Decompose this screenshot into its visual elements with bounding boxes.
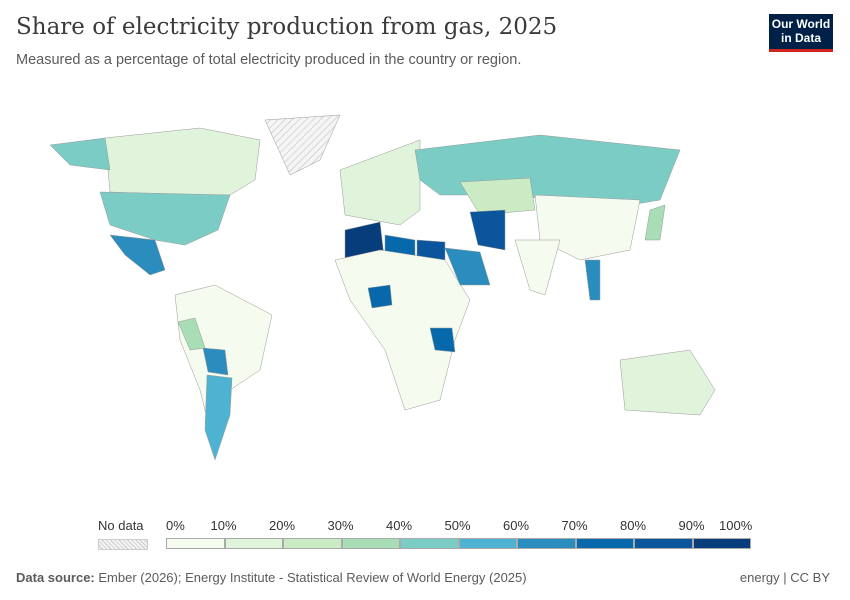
country-canada[interactable] bbox=[104, 127, 261, 196]
page-title: Share of electricity production from gas… bbox=[16, 14, 558, 40]
source-text: Ember (2026); Energy Institute - Statist… bbox=[98, 570, 527, 585]
footer-source: Data source: Ember (2026); Energy Instit… bbox=[16, 570, 527, 585]
legend-tick-label: 70% bbox=[561, 518, 588, 533]
legend-swatch[interactable] bbox=[692, 538, 751, 549]
legend-tick-label: 0% bbox=[166, 518, 185, 533]
owid-logo[interactable]: Our World in Data bbox=[769, 14, 833, 52]
legend-tick-label: 100% bbox=[719, 518, 753, 533]
country-australia[interactable] bbox=[619, 349, 716, 416]
legend-no-data-swatch bbox=[98, 539, 148, 550]
subtitle: Measured as a percentage of total electr… bbox=[16, 52, 522, 68]
legend-no-data-label: No data bbox=[98, 518, 144, 533]
country-kazakhstan[interactable] bbox=[459, 177, 536, 216]
legend-tick-label: 50% bbox=[444, 518, 471, 533]
country-bolivia[interactable] bbox=[202, 347, 229, 376]
legend-tick-label: 10% bbox=[210, 518, 237, 533]
country-greenland[interactable] bbox=[264, 114, 341, 176]
country-peru[interactable] bbox=[177, 317, 206, 351]
country-mexico[interactable] bbox=[109, 234, 166, 276]
legend-tick-label: 30% bbox=[327, 518, 354, 533]
legend-swatch[interactable] bbox=[166, 538, 225, 549]
source-label: Data source: bbox=[16, 570, 95, 585]
country-china[interactable] bbox=[534, 194, 641, 261]
country-japan[interactable] bbox=[644, 204, 666, 241]
legend-swatch[interactable] bbox=[458, 538, 517, 549]
country-europe[interactable] bbox=[339, 139, 421, 226]
country-alaska[interactable] bbox=[49, 137, 111, 171]
legend-tick-label: 80% bbox=[620, 518, 647, 533]
world-map bbox=[49, 114, 716, 461]
country-argentina[interactable] bbox=[204, 374, 233, 461]
legend-swatch[interactable] bbox=[283, 538, 342, 549]
legend-tick-label: 90% bbox=[678, 518, 705, 533]
country-tanzania[interactable] bbox=[429, 327, 456, 353]
license[interactable]: energy | CC BY bbox=[739, 570, 830, 585]
legend-swatch[interactable] bbox=[224, 538, 283, 549]
country-india[interactable] bbox=[514, 239, 561, 296]
legend-tick-label: 60% bbox=[503, 518, 530, 533]
country-united-states[interactable] bbox=[99, 191, 231, 246]
country-saudi-arabia[interactable] bbox=[444, 247, 491, 286]
country-nigeria[interactable] bbox=[367, 284, 393, 309]
legend-swatch[interactable] bbox=[517, 538, 576, 549]
legend-tick-label: 20% bbox=[269, 518, 296, 533]
legend-swatch[interactable] bbox=[400, 538, 459, 549]
legend-swatch[interactable] bbox=[575, 538, 634, 549]
legend-swatch[interactable] bbox=[341, 538, 400, 549]
legend-swatch[interactable] bbox=[634, 538, 693, 549]
legend-tick-label: 40% bbox=[386, 518, 413, 533]
country-thailand[interactable] bbox=[584, 259, 601, 301]
country-iran[interactable] bbox=[469, 209, 506, 251]
